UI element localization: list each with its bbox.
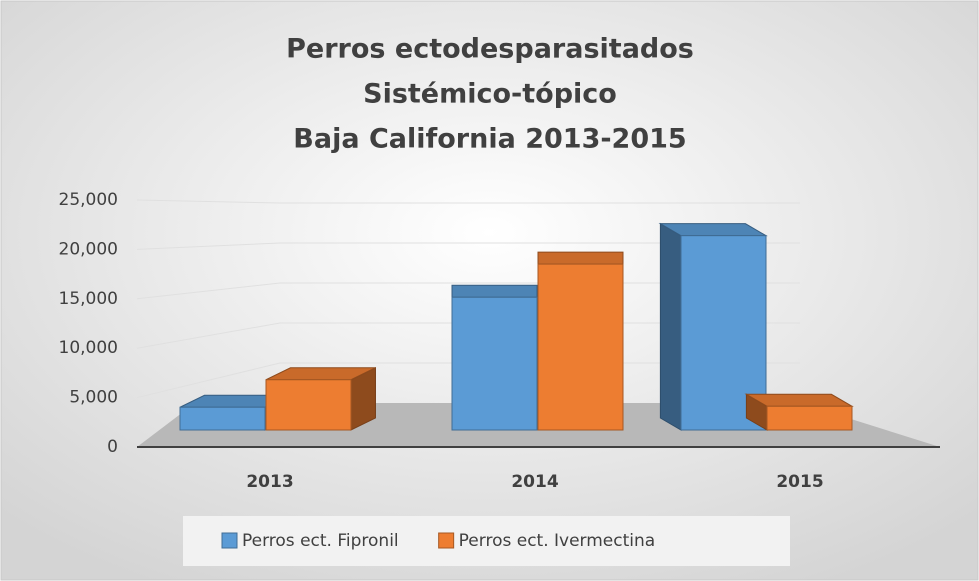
bar	[451, 296, 538, 431]
y-tick-label: 25,000	[59, 190, 118, 210]
grid-line	[136, 322, 800, 349]
grid-line	[136, 362, 800, 399]
x-tick-label: 2013	[246, 472, 293, 492]
bar-side	[659, 222, 682, 431]
y-tick-label: 0	[107, 437, 118, 457]
legend-box	[183, 516, 790, 566]
x-tick-label: 2014	[511, 472, 558, 492]
legend-swatch	[221, 532, 238, 549]
grid-line	[136, 282, 800, 300]
legend-swatch	[438, 532, 455, 549]
y-tick-label: 20,000	[59, 239, 118, 259]
bar	[265, 379, 352, 431]
grid-line	[136, 242, 800, 250]
bar-top	[537, 251, 624, 265]
x-tick-label: 2015	[776, 472, 823, 492]
grid-line	[136, 199, 800, 204]
bar	[537, 263, 624, 431]
legend-label: Perros ect. Ivermectina	[459, 531, 656, 551]
chart-title: Sistémico-tópico	[363, 79, 617, 110]
y-tick-label: 5,000	[69, 388, 118, 408]
chart-title: Perros ectodesparasitados	[286, 34, 694, 65]
y-tick-label: 15,000	[59, 289, 118, 309]
bar	[179, 406, 266, 431]
bar	[766, 405, 853, 431]
chart-title: Baja California 2013-2015	[293, 124, 686, 155]
legend-label: Perros ect. Fipronil	[242, 531, 399, 551]
y-tick-label: 10,000	[59, 338, 118, 358]
bar-top	[451, 284, 538, 298]
